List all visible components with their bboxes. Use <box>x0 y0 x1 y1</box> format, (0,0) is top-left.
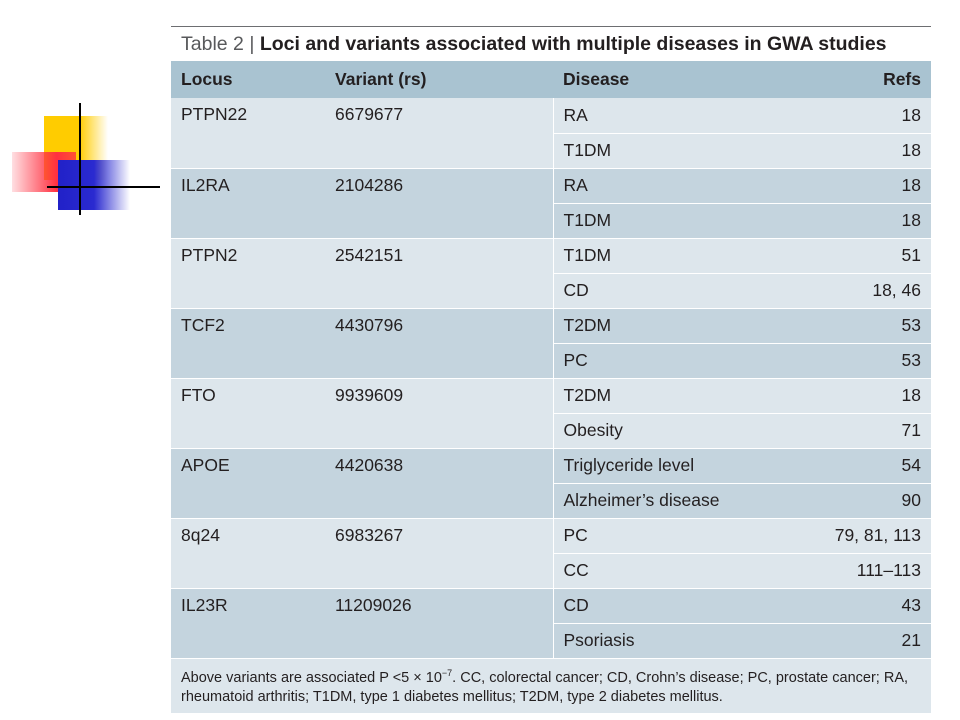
cell-disease: Triglyceride level <box>552 448 813 484</box>
header-variant: Variant (rs) <box>325 61 553 98</box>
table-row: Alzheimer’s disease 90 <box>171 483 931 519</box>
table-row: PC 53 <box>171 343 931 379</box>
cell-disease: CC <box>552 553 813 589</box>
table-row: APOE 4420638 Triglyceride level 54 <box>171 448 931 519</box>
cell-locus: IL2RA <box>171 168 325 239</box>
crosshair-horizontal-line <box>47 186 160 188</box>
cell-variant: 2542151 <box>325 238 553 309</box>
table-row: 8q24 6983267 PC 79, 81, 113 <box>171 518 931 589</box>
cell-variant: 6983267 <box>325 518 553 589</box>
table-top-rule <box>171 26 931 27</box>
cell-variant: 4430796 <box>325 308 553 379</box>
cell-refs: 79, 81, 113 <box>813 518 931 554</box>
cell-refs: 51 <box>813 238 931 274</box>
footnote-exponent: −7 <box>441 667 453 678</box>
header-refs: Refs <box>813 61 931 98</box>
table-row: T1DM 18 <box>171 203 931 239</box>
cell-refs: 18, 46 <box>813 273 931 309</box>
cell-disease: CD <box>552 273 813 309</box>
table-body: PTPN22 6679677 RA 18 T1DM 18 IL2RA 2104286 RA 18 T… <box>171 98 931 659</box>
table-footnote: Above variants are associated P <5 × 10−… <box>171 658 931 714</box>
cell-disease: T2DM <box>552 308 813 344</box>
table-row: FTO 9939609 T2DM 18 <box>171 378 931 449</box>
table-row: IL23R 11209026 CD 43 <box>171 588 931 659</box>
table-row: CD 18, 46 <box>171 273 931 309</box>
footnote-part1: Above variants are associated P <5 × 10 <box>181 669 442 686</box>
cell-refs: 111–113 <box>813 553 931 589</box>
table-caption: Table 2 | Loci and variants associated w… <box>171 27 931 61</box>
slide-decoration <box>0 0 170 230</box>
cell-locus: PTPN22 <box>171 98 325 169</box>
cell-disease: PC <box>552 343 813 379</box>
table-row: Psoriasis 21 <box>171 623 931 659</box>
table-header-row: Locus Variant (rs) Disease Refs <box>171 61 931 98</box>
cell-locus: PTPN2 <box>171 238 325 309</box>
cell-refs: 43 <box>813 588 931 624</box>
cell-disease: PC <box>552 518 813 554</box>
caption-separator: | <box>249 33 255 55</box>
table-row: PTPN22 6679677 RA 18 <box>171 98 931 169</box>
cell-locus: IL23R <box>171 588 325 659</box>
cell-refs: 71 <box>813 413 931 449</box>
cell-variant: 2104286 <box>325 168 553 239</box>
table-label: Table 2 <box>181 33 244 55</box>
cell-disease: RA <box>552 98 813 134</box>
blue-square-decoration <box>58 160 130 210</box>
cell-locus: FTO <box>171 378 325 449</box>
cell-variant: 4420638 <box>325 448 553 519</box>
table-row: Obesity 71 <box>171 413 931 449</box>
cell-disease: T1DM <box>552 238 813 274</box>
cell-variant: 11209026 <box>325 588 553 659</box>
cell-locus: 8q24 <box>171 518 325 589</box>
cell-refs: 21 <box>813 623 931 659</box>
footnote-part2: . CC, colorectal cancer; CD, Crohn’s dis… <box>181 669 909 706</box>
cell-variant: 6679677 <box>325 98 553 169</box>
cell-disease: Alzheimer’s disease <box>552 483 813 519</box>
cell-disease: RA <box>552 168 813 204</box>
cell-disease: Obesity <box>552 413 813 449</box>
cell-refs: 18 <box>813 168 931 204</box>
crosshair-vertical-line <box>79 103 81 215</box>
cell-refs: 18 <box>813 378 931 414</box>
header-locus: Locus <box>171 61 325 98</box>
cell-variant: 9939609 <box>325 378 553 449</box>
cell-refs: 18 <box>813 98 931 134</box>
table-row: T1DM 18 <box>171 133 931 169</box>
table-row: IL2RA 2104286 RA 18 <box>171 168 931 239</box>
cell-refs: 18 <box>813 133 931 169</box>
table-row: CC 111–113 <box>171 553 931 589</box>
data-table: Locus Variant (rs) Disease Refs PTPN22 66… <box>171 61 931 659</box>
table-row: TCF2 4430796 T2DM 53 <box>171 308 931 379</box>
cell-locus: TCF2 <box>171 308 325 379</box>
header-disease: Disease <box>553 61 813 98</box>
cell-refs: 90 <box>813 483 931 519</box>
table-figure: Table 2 | Loci and variants associated w… <box>171 26 931 714</box>
table-row: PTPN2 2542151 T1DM 51 <box>171 238 931 309</box>
cell-disease: T2DM <box>552 378 813 414</box>
cell-refs: 53 <box>813 308 931 344</box>
cell-refs: 18 <box>813 203 931 239</box>
cell-disease: CD <box>552 588 813 624</box>
cell-locus: APOE <box>171 448 325 519</box>
cell-disease: Psoriasis <box>552 623 813 659</box>
cell-refs: 53 <box>813 343 931 379</box>
cell-refs: 54 <box>813 448 931 484</box>
table-title: Loci and variants associated with multip… <box>259 33 887 55</box>
cell-disease: T1DM <box>552 133 813 169</box>
cell-disease: T1DM <box>552 203 813 239</box>
